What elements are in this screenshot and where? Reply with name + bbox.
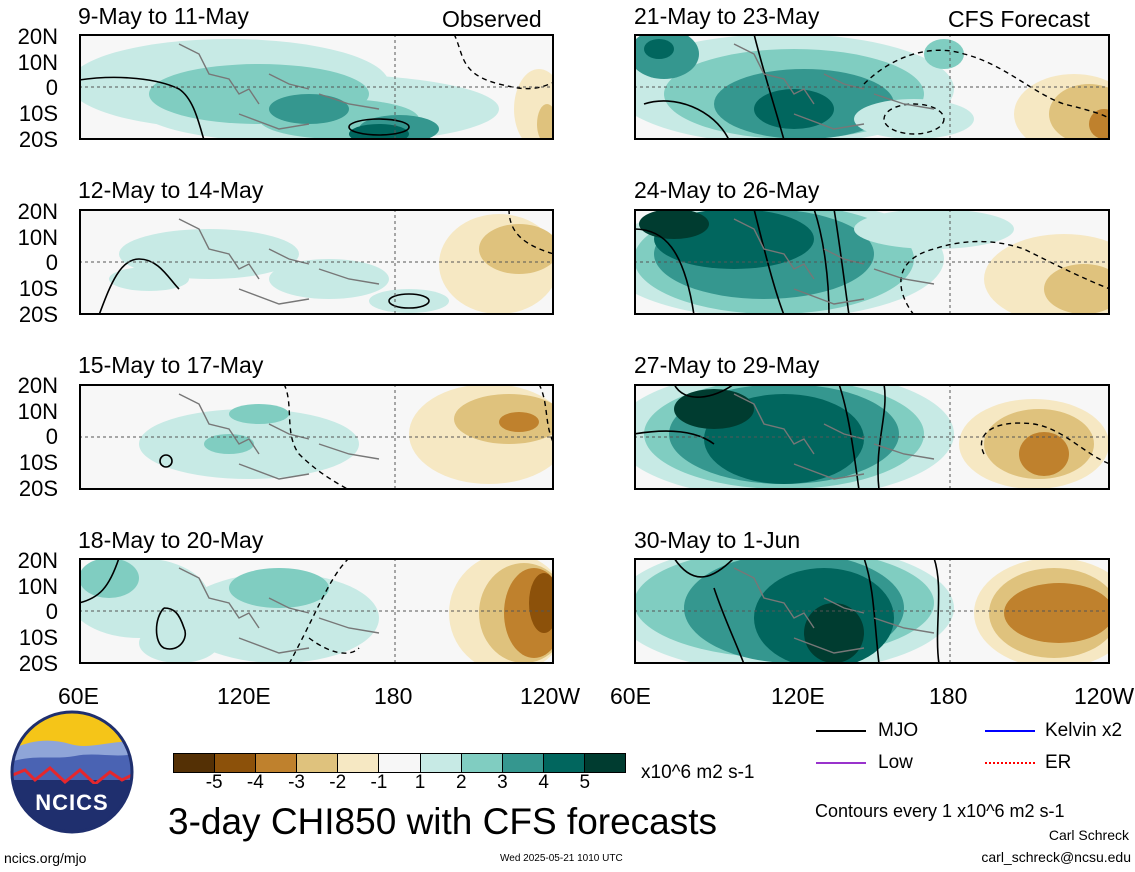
footer-timestamp: Wed 2025-05-21 1010 UTC — [500, 853, 623, 864]
map-panel-fcst-2 — [634, 209, 1110, 315]
colorbar-swatch — [256, 754, 298, 772]
colorbar-units: x10^6 m2 s-1 — [641, 762, 755, 783]
map-panel-fcst-1 — [634, 34, 1110, 140]
lon-label-right-180: 180 — [929, 683, 968, 709]
colorbar-label: 3 — [497, 772, 508, 793]
colorbar-swatch — [215, 754, 257, 772]
lon-label-left-180: 180 — [374, 683, 413, 709]
map-panel-obs-1 — [79, 34, 554, 140]
main-title: 3-day CHI850 with CFS forecasts — [168, 801, 718, 842]
lon-label-left-120e: 120E — [217, 683, 271, 709]
panel-title-obs-1: 9-May to 11-May — [78, 3, 249, 29]
colorbar-label: 2 — [455, 772, 467, 793]
lat-label: 20S — [18, 651, 58, 676]
map-panel-fcst-3 — [634, 384, 1110, 490]
colorbar-swatch — [543, 754, 585, 772]
lat-label: 0 — [45, 599, 58, 624]
colorbar-swatch — [174, 754, 216, 772]
anomaly-field — [634, 558, 1110, 664]
map-panel-obs-4 — [79, 558, 554, 664]
logo-text: NCICS — [35, 790, 109, 815]
lon-label-right-120w: 120W — [1074, 683, 1135, 709]
anomaly-field — [634, 384, 1110, 490]
colorbar-label: -5 — [205, 772, 223, 793]
forecast-label: CFS Forecast — [948, 6, 1090, 32]
lat-label: 20S — [18, 302, 58, 327]
lat-label: 10S — [18, 101, 58, 126]
legend-er-line — [985, 762, 1035, 764]
lon-label-left-120w: 120W — [520, 683, 581, 709]
map-panel-fcst-4 — [634, 558, 1110, 664]
colorbar-label: -3 — [288, 772, 305, 793]
colorbar-swatch — [338, 754, 380, 772]
panel-title-obs-2: 12-May to 14-May — [78, 177, 264, 203]
colorbar-label: 5 — [579, 772, 591, 793]
footer-url[interactable]: ncics.org/mjo — [4, 850, 87, 866]
colorbar — [173, 753, 626, 773]
lat-label: 0 — [45, 250, 58, 275]
lon-label-right-120e: 120E — [771, 683, 825, 709]
panel-title-obs-3: 15-May to 17-May — [78, 352, 264, 378]
map-panel-obs-3 — [79, 384, 554, 490]
legend-mjo-line — [816, 730, 866, 732]
lat-label: 20S — [18, 127, 58, 152]
observed-label: Observed — [442, 6, 542, 32]
lat-label: 20N — [17, 548, 58, 573]
anomaly-field — [79, 384, 554, 490]
map-panel-obs-2 — [79, 209, 554, 315]
ncics-logo: NCICS — [10, 710, 134, 834]
lat-label: 10N — [17, 574, 58, 599]
legend-kelvin-line — [985, 730, 1035, 732]
legend-low-line — [816, 762, 866, 764]
lat-label: 10S — [18, 276, 58, 301]
panel-title-fcst-4: 30-May to 1-Jun — [634, 527, 801, 553]
lon-label-left-60e: 60E — [58, 683, 99, 709]
lat-label: 10N — [17, 399, 58, 424]
colorbar-label: 4 — [538, 772, 549, 793]
legend-mjo-label: MJO — [878, 720, 919, 741]
colorbar-label: -4 — [246, 772, 264, 793]
anomaly-field — [79, 558, 554, 664]
lat-label: 20N — [17, 24, 58, 49]
colorbar-label: 1 — [414, 772, 426, 793]
panel-title-fcst-1: 21-May to 23-May — [634, 3, 820, 29]
lat-label: 0 — [45, 75, 58, 100]
panel-title-fcst-3: 27-May to 29-May — [634, 352, 820, 378]
lat-label: 10N — [17, 50, 58, 75]
lat-label: 20N — [17, 199, 58, 224]
colorbar-swatch — [584, 754, 626, 772]
anomaly-field — [79, 34, 554, 140]
colorbar-swatch — [461, 754, 503, 772]
legend-er-label: ER — [1045, 752, 1072, 773]
legend-low-label: Low — [878, 752, 913, 773]
anomaly-field — [634, 34, 1110, 140]
footer-email[interactable]: carl_schreck@ncsu.edu — [981, 849, 1131, 865]
anomaly-field — [634, 209, 1110, 315]
colorbar-label: -1 — [370, 772, 388, 793]
lat-label: 20S — [18, 476, 58, 501]
lat-label: 20N — [17, 373, 58, 398]
panel-title-fcst-2: 24-May to 26-May — [634, 177, 820, 203]
legend-kelvin-label: Kelvin x2 — [1045, 720, 1123, 741]
contour-note: Contours every 1 x10^6 m2 s-1 — [815, 801, 1065, 821]
lat-label: 10S — [18, 450, 58, 475]
colorbar-swatch — [502, 754, 544, 772]
lat-label: 10S — [18, 625, 58, 650]
lat-label: 10N — [17, 225, 58, 250]
colorbar-swatch — [420, 754, 462, 772]
colorbar-swatch — [297, 754, 339, 772]
lon-label-right-60e: 60E — [610, 683, 651, 709]
ncics-logo-graphic — [10, 710, 134, 834]
footer-author: Carl Schreck — [1048, 827, 1129, 843]
colorbar-label: -2 — [329, 772, 347, 793]
panel-title-obs-4: 18-May to 20-May — [78, 527, 264, 553]
anomaly-field — [79, 209, 554, 315]
lat-label: 0 — [45, 424, 58, 449]
colorbar-swatch — [379, 754, 421, 772]
